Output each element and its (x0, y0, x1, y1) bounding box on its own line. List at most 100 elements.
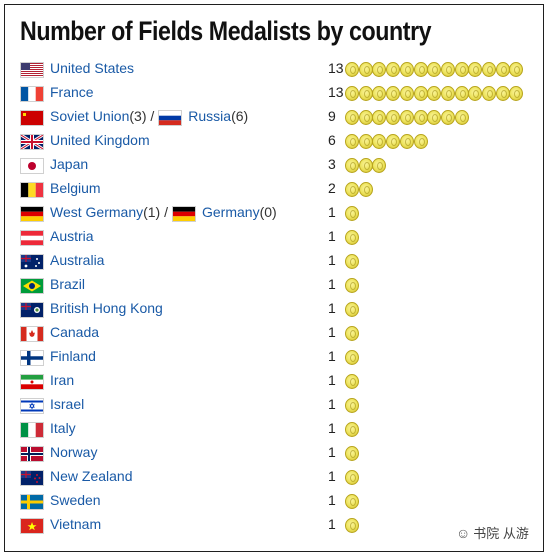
medal-icon (454, 110, 469, 125)
medal-icon (345, 206, 359, 221)
sub-count: (1) / (143, 204, 168, 220)
country-link-austria[interactable]: Austria (50, 228, 94, 244)
medal-icon (440, 86, 455, 101)
medal-count: 3 (328, 156, 336, 172)
table-row: Australia 1 (20, 250, 540, 274)
medal-count: 1 (328, 276, 336, 292)
country-link-sweden[interactable]: Sweden (50, 492, 101, 508)
medal-icon (413, 86, 428, 101)
country-link-iran[interactable]: Iran (50, 372, 75, 388)
medal-icon (440, 62, 455, 77)
medal-icon (345, 134, 359, 149)
medal-icon (345, 230, 359, 245)
medal-icon (427, 110, 442, 125)
medal-icon (345, 110, 359, 125)
medal-icon (509, 62, 524, 77)
medal-icon (372, 158, 387, 173)
table-row: Belgium 2 (20, 178, 540, 202)
medal-icon (413, 62, 428, 77)
medal-icon (345, 518, 359, 533)
country-link-new-zealand[interactable]: New Zealand (50, 468, 133, 484)
medal-count: 1 (328, 420, 336, 436)
medal-icon (358, 110, 373, 125)
medal-icon (345, 494, 359, 509)
medal-icon (468, 62, 483, 77)
medal-count: 1 (328, 396, 336, 412)
medal-icon (386, 134, 401, 149)
table-row: United Kingdom 6 (20, 130, 540, 154)
medal-icon (345, 158, 359, 173)
medal-count: 9 (328, 108, 336, 124)
table-row: Austria 1 (20, 226, 540, 250)
medal-icon (345, 254, 359, 269)
table-row: Israel 1 (20, 394, 540, 418)
medal-icon (454, 62, 469, 77)
country-link-belgium[interactable]: Belgium (50, 180, 101, 196)
medal-count: 1 (328, 204, 336, 220)
country-link-united-kingdom[interactable]: United Kingdom (50, 132, 150, 148)
table-row: British Hong Kong 1 (20, 298, 540, 322)
country-link-israel[interactable]: Israel (50, 396, 85, 412)
flag-de-icon (20, 206, 44, 222)
flag-au-icon (20, 254, 44, 270)
country-link-russia[interactable]: Russia (188, 108, 232, 124)
flag-it-icon (20, 422, 44, 438)
flag-at-icon (20, 230, 44, 246)
flag-fr-icon (20, 86, 44, 102)
country-link-soviet-union[interactable]: Soviet Union (50, 108, 130, 124)
flag-de-icon (172, 206, 196, 222)
table-row: Norway 1 (20, 442, 540, 466)
medal-icon (427, 62, 442, 77)
medal-icon (358, 182, 373, 197)
wechat-icon: ☺ (456, 525, 471, 541)
country-link-canada[interactable]: Canada (50, 324, 100, 340)
country-link-australia[interactable]: Australia (50, 252, 105, 268)
medal-icon (399, 62, 414, 77)
flag-fi-icon (20, 350, 44, 366)
medal-count: 1 (328, 516, 336, 532)
medal-icon (427, 86, 442, 101)
medal-icon (509, 86, 524, 101)
country-link-france[interactable]: France (50, 84, 94, 100)
medal-count: 6 (328, 132, 336, 148)
table-row: Italy 1 (20, 418, 540, 442)
table-row: France 13 (20, 82, 540, 106)
country-link-finland[interactable]: Finland (50, 348, 96, 364)
medal-count: 1 (328, 348, 336, 364)
country-link-germany[interactable]: Germany (202, 204, 260, 220)
medal-icon (372, 62, 387, 77)
medal-icon (345, 302, 359, 317)
country-link-brazil[interactable]: Brazil (50, 276, 86, 292)
medal-count: 1 (328, 252, 336, 268)
flag-ca-icon (20, 326, 44, 342)
medal-icon (495, 86, 510, 101)
table-row: Japan 3 (20, 154, 540, 178)
table-row: Vietnam 1 (20, 514, 540, 538)
medal-count: 1 (328, 324, 336, 340)
country-link-united-states[interactable]: United States (50, 60, 135, 76)
table-row: Canada 1 (20, 322, 540, 346)
flag-uk-icon (20, 134, 44, 150)
country-link-italy[interactable]: Italy (50, 420, 76, 436)
medal-count: 13 (328, 60, 344, 76)
flag-ir-icon (20, 374, 44, 390)
country-link-west-germany[interactable]: West Germany (50, 204, 144, 220)
flag-be-icon (20, 182, 44, 198)
country-link-british-hong-kong[interactable]: British Hong Kong (50, 300, 163, 316)
medalist-list: United States 13 France 13 Soviet Union (3) … (20, 58, 540, 538)
table-row: Sweden 1 (20, 490, 540, 514)
medal-count: 1 (328, 228, 336, 244)
table-row: Brazil 1 (20, 274, 540, 298)
medal-icon (372, 110, 387, 125)
medal-icon (468, 86, 483, 101)
country-link-japan[interactable]: Japan (50, 156, 89, 172)
sub-count: (6) (231, 108, 249, 124)
medal-icon (454, 86, 469, 101)
medal-icon (413, 134, 428, 149)
flag-ru-icon (158, 110, 183, 126)
table-row: West Germany (1) / Germany (0) 1 (20, 202, 540, 226)
medal-icon (345, 350, 359, 365)
medal-icon (345, 278, 359, 293)
country-link-norway[interactable]: Norway (50, 444, 98, 460)
country-link-vietnam[interactable]: Vietnam (50, 516, 102, 532)
